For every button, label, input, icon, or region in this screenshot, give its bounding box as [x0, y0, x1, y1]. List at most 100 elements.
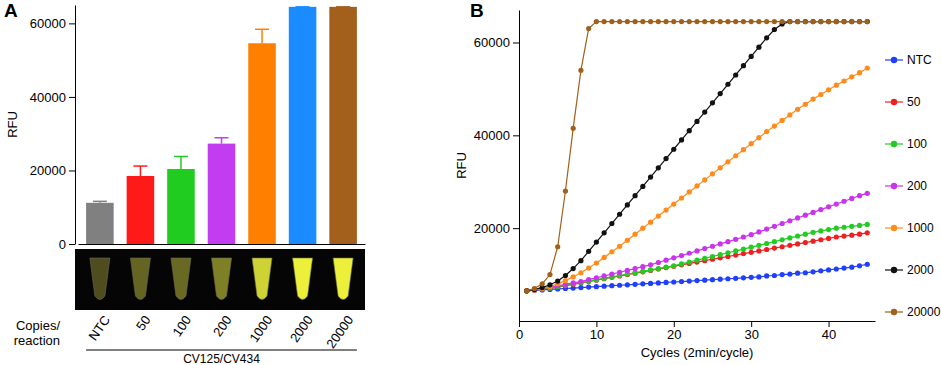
series-point: [857, 232, 862, 237]
series-point: [787, 112, 792, 117]
series-point: [524, 288, 529, 293]
series-point: [687, 259, 692, 264]
series-point: [687, 251, 692, 256]
y-axis-line: [519, 11, 520, 322]
tick-label: 40000: [474, 128, 510, 143]
error-bar: [215, 138, 229, 144]
series-point: [749, 54, 754, 59]
series-point: [772, 19, 777, 24]
panel-line: 010203040200004000060000NTC5010020010002…: [454, 0, 941, 360]
legend-marker: [891, 309, 897, 315]
series-point: [834, 234, 839, 239]
bar: [248, 43, 276, 244]
series-point: [756, 45, 761, 50]
series-line: [527, 193, 868, 290]
series-point: [679, 261, 684, 266]
error-bar-cap: [174, 156, 188, 158]
tick-mark: [829, 321, 830, 327]
x-axis-title-line: reaction: [14, 333, 60, 348]
error-bar-stem: [221, 138, 223, 144]
tick-label: 0: [516, 327, 523, 342]
series-point: [586, 249, 591, 254]
series-point: [586, 26, 591, 31]
series-point: [702, 19, 707, 24]
series-point: [749, 250, 754, 255]
series-point: [756, 274, 761, 279]
series-point: [741, 246, 746, 251]
legend-item: 50: [885, 95, 921, 109]
series-point: [741, 19, 746, 24]
series-point: [849, 233, 854, 238]
series-point: [795, 19, 800, 24]
series-point: [671, 255, 676, 260]
series-point: [563, 273, 568, 278]
series-point: [741, 275, 746, 280]
series-point: [578, 270, 583, 275]
series-point: [865, 19, 870, 24]
series-point: [578, 258, 583, 263]
error-bar: [255, 29, 269, 43]
series-point: [679, 195, 684, 200]
series-point: [725, 82, 730, 87]
series-point: [679, 19, 684, 24]
error-bar: [133, 166, 147, 176]
tick-mark: [513, 135, 519, 136]
series-point: [725, 19, 730, 24]
series-point: [826, 267, 831, 272]
series-point: [594, 19, 599, 24]
series-point: [594, 284, 599, 289]
plot-area: [524, 19, 870, 293]
series-point: [756, 229, 761, 234]
series-line: [527, 22, 868, 291]
series-point: [841, 199, 846, 204]
series-point: [865, 191, 870, 196]
panel-title: B: [470, 0, 484, 21]
series-point: [849, 74, 854, 79]
series-point: [524, 288, 529, 293]
error-bar-stem: [261, 29, 263, 43]
series-point: [756, 135, 761, 140]
tick: 40000: [30, 90, 75, 105]
series-point: [756, 19, 761, 24]
series-point: [826, 204, 831, 209]
series-point: [594, 275, 599, 280]
series-point: [841, 19, 846, 24]
series-line: [527, 264, 868, 290]
series-point: [648, 19, 653, 24]
y-axis-title: RFU: [454, 152, 469, 179]
legend-marker: [891, 99, 897, 105]
series-point: [780, 237, 785, 242]
bar: [329, 7, 357, 244]
series-point: [694, 278, 699, 283]
series-point: [609, 249, 614, 254]
tick: 50: [133, 244, 154, 333]
plot-area: [86, 7, 357, 244]
series-point: [733, 19, 738, 24]
series-point: [857, 193, 862, 198]
series-point: [563, 283, 568, 288]
series-point: [826, 236, 831, 241]
error-bar: [93, 201, 107, 202]
series-point: [764, 35, 769, 40]
series-point: [640, 226, 645, 231]
category-label: 20000: [323, 313, 356, 351]
series-point: [586, 265, 591, 270]
series-point: [555, 278, 560, 283]
series: [524, 19, 870, 293]
tick-label: 20: [667, 327, 681, 342]
series-point: [857, 19, 862, 24]
series-line: [527, 22, 868, 291]
chart-svg: 0200004000060000NTC501002001000200020000…: [0, 0, 941, 365]
error-bar-cap: [215, 137, 229, 139]
series: [524, 19, 870, 293]
series-point: [602, 255, 607, 260]
series-point: [694, 258, 699, 263]
series-point: [602, 273, 607, 278]
legend-label: 1000: [907, 221, 934, 235]
tick: NTC: [85, 244, 113, 343]
legend-label: 2000: [907, 263, 934, 277]
series-point: [602, 284, 607, 289]
tick-label: 60000: [30, 16, 66, 31]
panel-title: A: [4, 0, 18, 21]
tick-mark: [596, 321, 597, 327]
